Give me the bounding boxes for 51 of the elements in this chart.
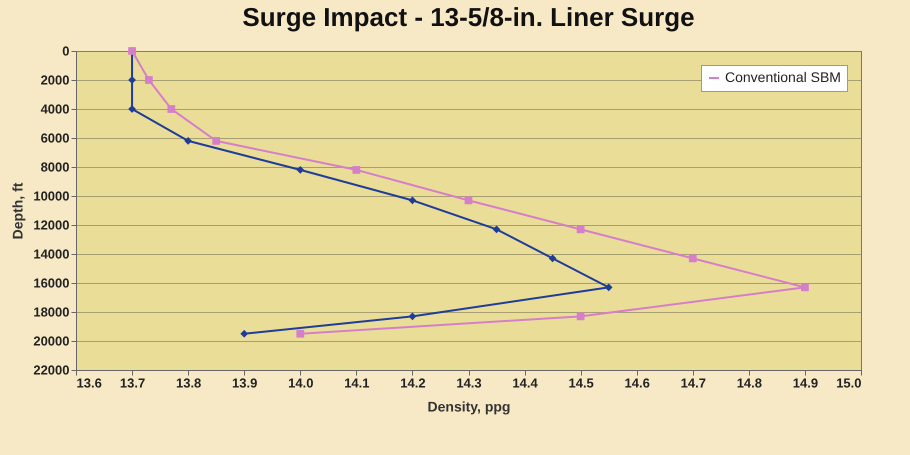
y-tick-label: 6000 [40, 130, 70, 146]
point [167, 105, 176, 113]
point [492, 225, 500, 234]
point [145, 76, 153, 84]
point [296, 330, 304, 338]
x-tick-label: 14.3 [456, 376, 482, 390]
point [801, 283, 809, 292]
y-tick-label: 18000 [33, 304, 70, 320]
y-tick-label: 20000 [33, 334, 70, 348]
point [408, 196, 416, 204]
y-tick-label: 16000 [33, 276, 70, 290]
x-tick-label: 14.5 [568, 376, 594, 390]
x-tick-label: 13.6 [76, 376, 102, 390]
point [548, 254, 556, 262]
point [576, 312, 585, 320]
point [128, 76, 136, 84]
point [296, 166, 304, 174]
point [352, 166, 360, 174]
x-tick-label: 14.6 [624, 376, 650, 390]
point [464, 196, 472, 204]
y-tick-label: 2000 [40, 72, 70, 88]
point [688, 254, 697, 262]
y-tick-label: 12000 [33, 218, 70, 232]
point [128, 105, 136, 113]
point [408, 312, 416, 320]
point [604, 283, 613, 292]
chart-title: Surge Impact - 13-5/8-in. Liner Surge [242, 2, 695, 32]
x-tick-label: 13.9 [232, 376, 258, 390]
y-tick-label: 10000 [33, 188, 70, 204]
x-tick-label: 13.7 [120, 376, 146, 390]
x-tick-label: 14.2 [400, 376, 426, 390]
legend-label: Conventional SBM [725, 69, 841, 85]
y-tick-label: 22000 [33, 362, 70, 378]
point [184, 137, 192, 145]
x-axis-title: Density, ppg [428, 398, 510, 414]
x-tick-label: 14.1 [344, 376, 370, 390]
x-tick-label: 14.8 [736, 376, 762, 390]
y-tick-label: 0 [62, 44, 70, 58]
x-tick-label: 14.7 [680, 376, 706, 390]
x-tick-label: 14.9 [792, 376, 818, 390]
x-tick-label: 15.0 [836, 376, 862, 390]
point [576, 225, 585, 234]
point [212, 137, 220, 145]
x-tick-label: 14.4 [512, 376, 538, 390]
x-tick-label: 13.8 [176, 376, 202, 390]
x-tick-label: 14.0 [288, 376, 314, 390]
y-tick-label: 8000 [40, 160, 70, 174]
y-tick-label: 14000 [33, 246, 70, 262]
point [240, 330, 248, 338]
y-axis-title: Depth, ft [9, 182, 26, 240]
y-tick-label: 4000 [40, 102, 70, 116]
